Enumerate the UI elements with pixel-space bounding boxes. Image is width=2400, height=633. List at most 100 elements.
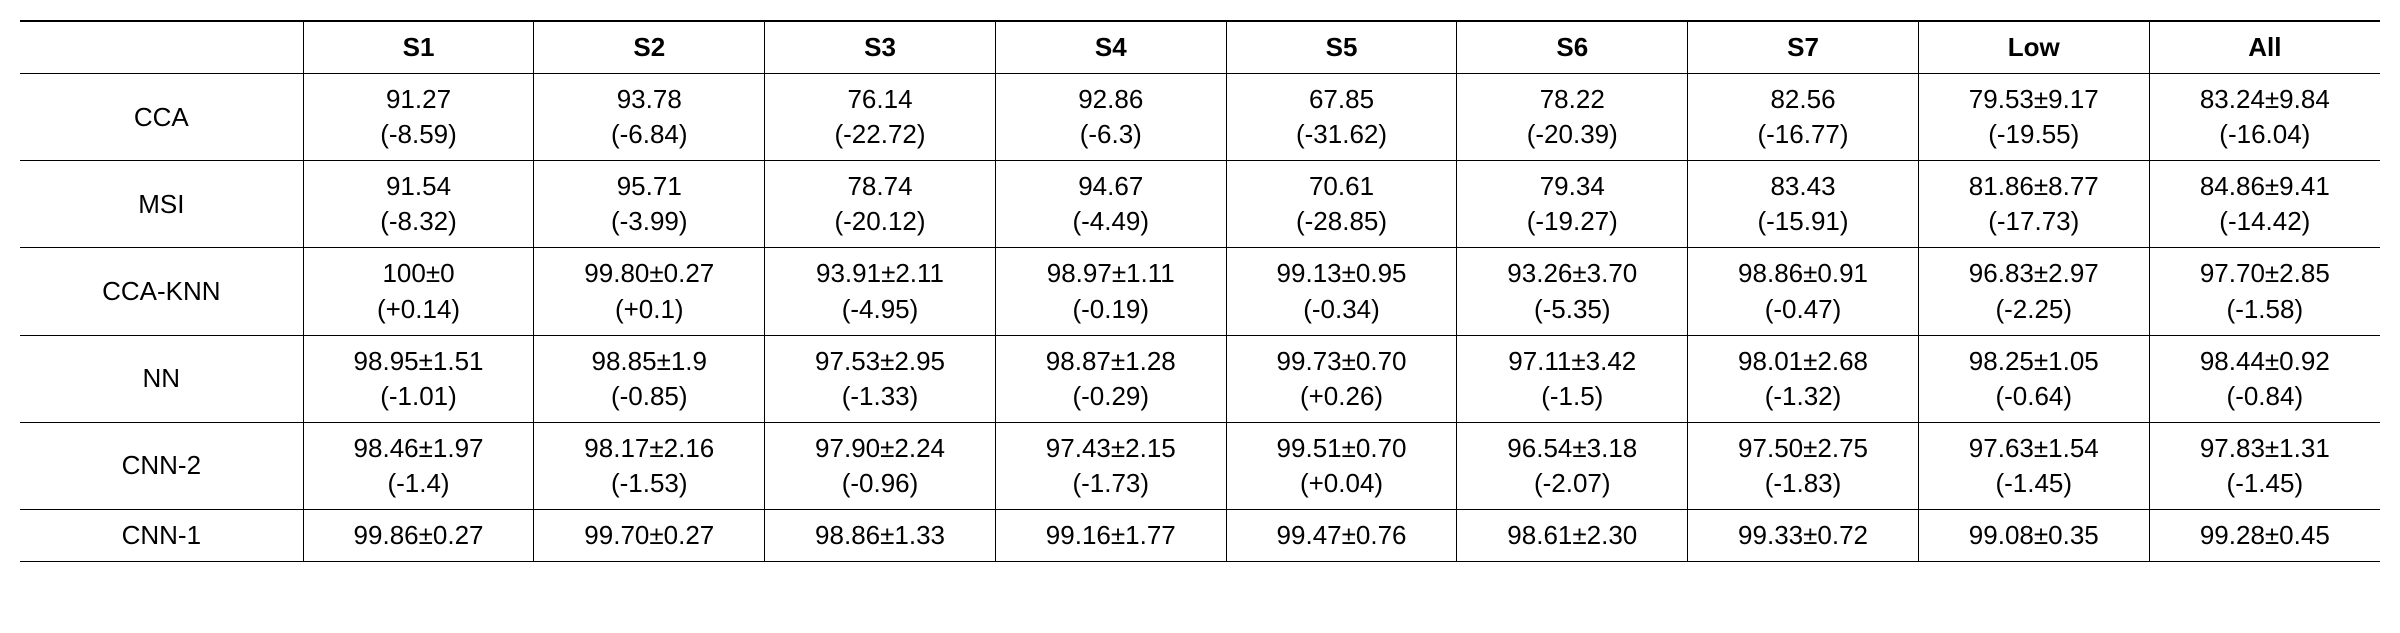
header-all: All — [2149, 21, 2380, 74]
cell: 98.44±0.92(-0.84) — [2149, 335, 2380, 422]
cell-sub: (-19.27) — [1463, 204, 1681, 239]
cell-sub: (-31.62) — [1233, 117, 1451, 152]
cell-main: 98.95±1.51 — [310, 344, 528, 379]
table-header: S1 S2 S3 S4 S5 S6 S7 Low All — [20, 21, 2380, 74]
cell-main: 70.61 — [1233, 169, 1451, 204]
cell-sub: (-6.3) — [1002, 117, 1220, 152]
cell-sub: (-0.34) — [1233, 292, 1451, 327]
cell-sub: (+0.04) — [1233, 466, 1451, 501]
table-row: CCA-KNN 100±0(+0.14) 99.80±0.27(+0.1) 93… — [20, 248, 2380, 335]
cell: 93.91±2.11(-4.95) — [765, 248, 996, 335]
header-s2: S2 — [534, 21, 765, 74]
header-s3: S3 — [765, 21, 996, 74]
table-row: CNN-2 98.46±1.97(-1.4) 98.17±2.16(-1.53)… — [20, 422, 2380, 509]
cell-main: 97.63±1.54 — [1925, 431, 2143, 466]
cell-main: 97.83±1.31 — [2156, 431, 2374, 466]
cell-sub: (-28.85) — [1233, 204, 1451, 239]
cell-sub: (-14.42) — [2156, 204, 2374, 239]
cell: 97.43±2.15(-1.73) — [995, 422, 1226, 509]
cell-main: 96.83±2.97 — [1925, 256, 2143, 291]
row-label: CNN-1 — [20, 510, 303, 562]
cell-sub: (-1.32) — [1694, 379, 1912, 414]
cell-main: 76.14 — [771, 82, 989, 117]
cell: 78.22(-20.39) — [1457, 74, 1688, 161]
cell-sub: (-0.47) — [1694, 292, 1912, 327]
cell: 79.53±9.17(-19.55) — [1918, 74, 2149, 161]
cell-sub: (-1.45) — [2156, 466, 2374, 501]
cell: 92.86(-6.3) — [995, 74, 1226, 161]
cell: 100±0(+0.14) — [303, 248, 534, 335]
cell-sub: (-1.83) — [1694, 466, 1912, 501]
cell-sub: (-1.53) — [540, 466, 758, 501]
cell: 93.26±3.70(-5.35) — [1457, 248, 1688, 335]
cell-main: 67.85 — [1233, 82, 1451, 117]
cell-main: 93.78 — [540, 82, 758, 117]
cell: 98.95±1.51(-1.01) — [303, 335, 534, 422]
cell-sub: (-2.07) — [1463, 466, 1681, 501]
cell-sub: (-1.58) — [2156, 292, 2374, 327]
cell-main: 98.46±1.97 — [310, 431, 528, 466]
cell-main: 83.43 — [1694, 169, 1912, 204]
cell-main: 99.13±0.95 — [1233, 256, 1451, 291]
cell-main: 99.16±1.77 — [1002, 518, 1220, 553]
cell-main: 99.08±0.35 — [1925, 518, 2143, 553]
cell: 82.56(-16.77) — [1688, 74, 1919, 161]
cell-main: 98.17±2.16 — [540, 431, 758, 466]
cell: 93.78(-6.84) — [534, 74, 765, 161]
cell-sub: (-6.84) — [540, 117, 758, 152]
cell-sub: (-0.19) — [1002, 292, 1220, 327]
row-label: CNN-2 — [20, 422, 303, 509]
table-row: CCA 91.27(-8.59) 93.78(-6.84) 76.14(-22.… — [20, 74, 2380, 161]
cell-main: 99.33±0.72 — [1694, 518, 1912, 553]
row-label: CCA — [20, 74, 303, 161]
cell-main: 83.24±9.84 — [2156, 82, 2374, 117]
cell-sub: (-8.32) — [310, 204, 528, 239]
cell: 98.46±1.97(-1.4) — [303, 422, 534, 509]
cell-main: 99.86±0.27 — [310, 518, 528, 553]
cell: 99.51±0.70(+0.04) — [1226, 422, 1457, 509]
cell: 99.86±0.27 — [303, 510, 534, 562]
cell-main: 79.53±9.17 — [1925, 82, 2143, 117]
cell-sub: (-5.35) — [1463, 292, 1681, 327]
cell: 98.01±2.68(-1.32) — [1688, 335, 1919, 422]
cell-main: 97.90±2.24 — [771, 431, 989, 466]
cell: 76.14(-22.72) — [765, 74, 996, 161]
cell-main: 92.86 — [1002, 82, 1220, 117]
header-low: Low — [1918, 21, 2149, 74]
cell-main: 97.43±2.15 — [1002, 431, 1220, 466]
cell: 70.61(-28.85) — [1226, 161, 1457, 248]
cell-main: 98.01±2.68 — [1694, 344, 1912, 379]
cell: 99.47±0.76 — [1226, 510, 1457, 562]
cell-main: 98.25±1.05 — [1925, 344, 2143, 379]
cell-main: 97.53±2.95 — [771, 344, 989, 379]
cell-main: 98.97±1.11 — [1002, 256, 1220, 291]
cell-main: 95.71 — [540, 169, 758, 204]
cell-sub: (-19.55) — [1925, 117, 2143, 152]
cell: 98.97±1.11(-0.19) — [995, 248, 1226, 335]
header-s4: S4 — [995, 21, 1226, 74]
cell: 99.73±0.70(+0.26) — [1226, 335, 1457, 422]
header-s1: S1 — [303, 21, 534, 74]
cell-main: 93.26±3.70 — [1463, 256, 1681, 291]
cell-main: 94.67 — [1002, 169, 1220, 204]
cell-main: 99.80±0.27 — [540, 256, 758, 291]
cell-main: 98.85±1.9 — [540, 344, 758, 379]
cell-sub: (-8.59) — [310, 117, 528, 152]
cell-main: 78.22 — [1463, 82, 1681, 117]
cell-main: 97.70±2.85 — [2156, 256, 2374, 291]
cell: 97.53±2.95(-1.33) — [765, 335, 996, 422]
cell-main: 93.91±2.11 — [771, 256, 989, 291]
header-s5: S5 — [1226, 21, 1457, 74]
cell-sub: (-0.85) — [540, 379, 758, 414]
table-row: MSI 91.54(-8.32) 95.71(-3.99) 78.74(-20.… — [20, 161, 2380, 248]
cell-sub: (-20.12) — [771, 204, 989, 239]
cell: 99.80±0.27(+0.1) — [534, 248, 765, 335]
cell: 97.83±1.31(-1.45) — [2149, 422, 2380, 509]
table-row: NN 98.95±1.51(-1.01) 98.85±1.9(-0.85) 97… — [20, 335, 2380, 422]
cell-main: 84.86±9.41 — [2156, 169, 2374, 204]
cell-sub: (+0.26) — [1233, 379, 1451, 414]
results-table: S1 S2 S3 S4 S5 S6 S7 Low All CCA 91.27(-… — [20, 20, 2380, 562]
cell-main: 91.27 — [310, 82, 528, 117]
cell-sub: (-2.25) — [1925, 292, 2143, 327]
cell: 83.24±9.84(-16.04) — [2149, 74, 2380, 161]
